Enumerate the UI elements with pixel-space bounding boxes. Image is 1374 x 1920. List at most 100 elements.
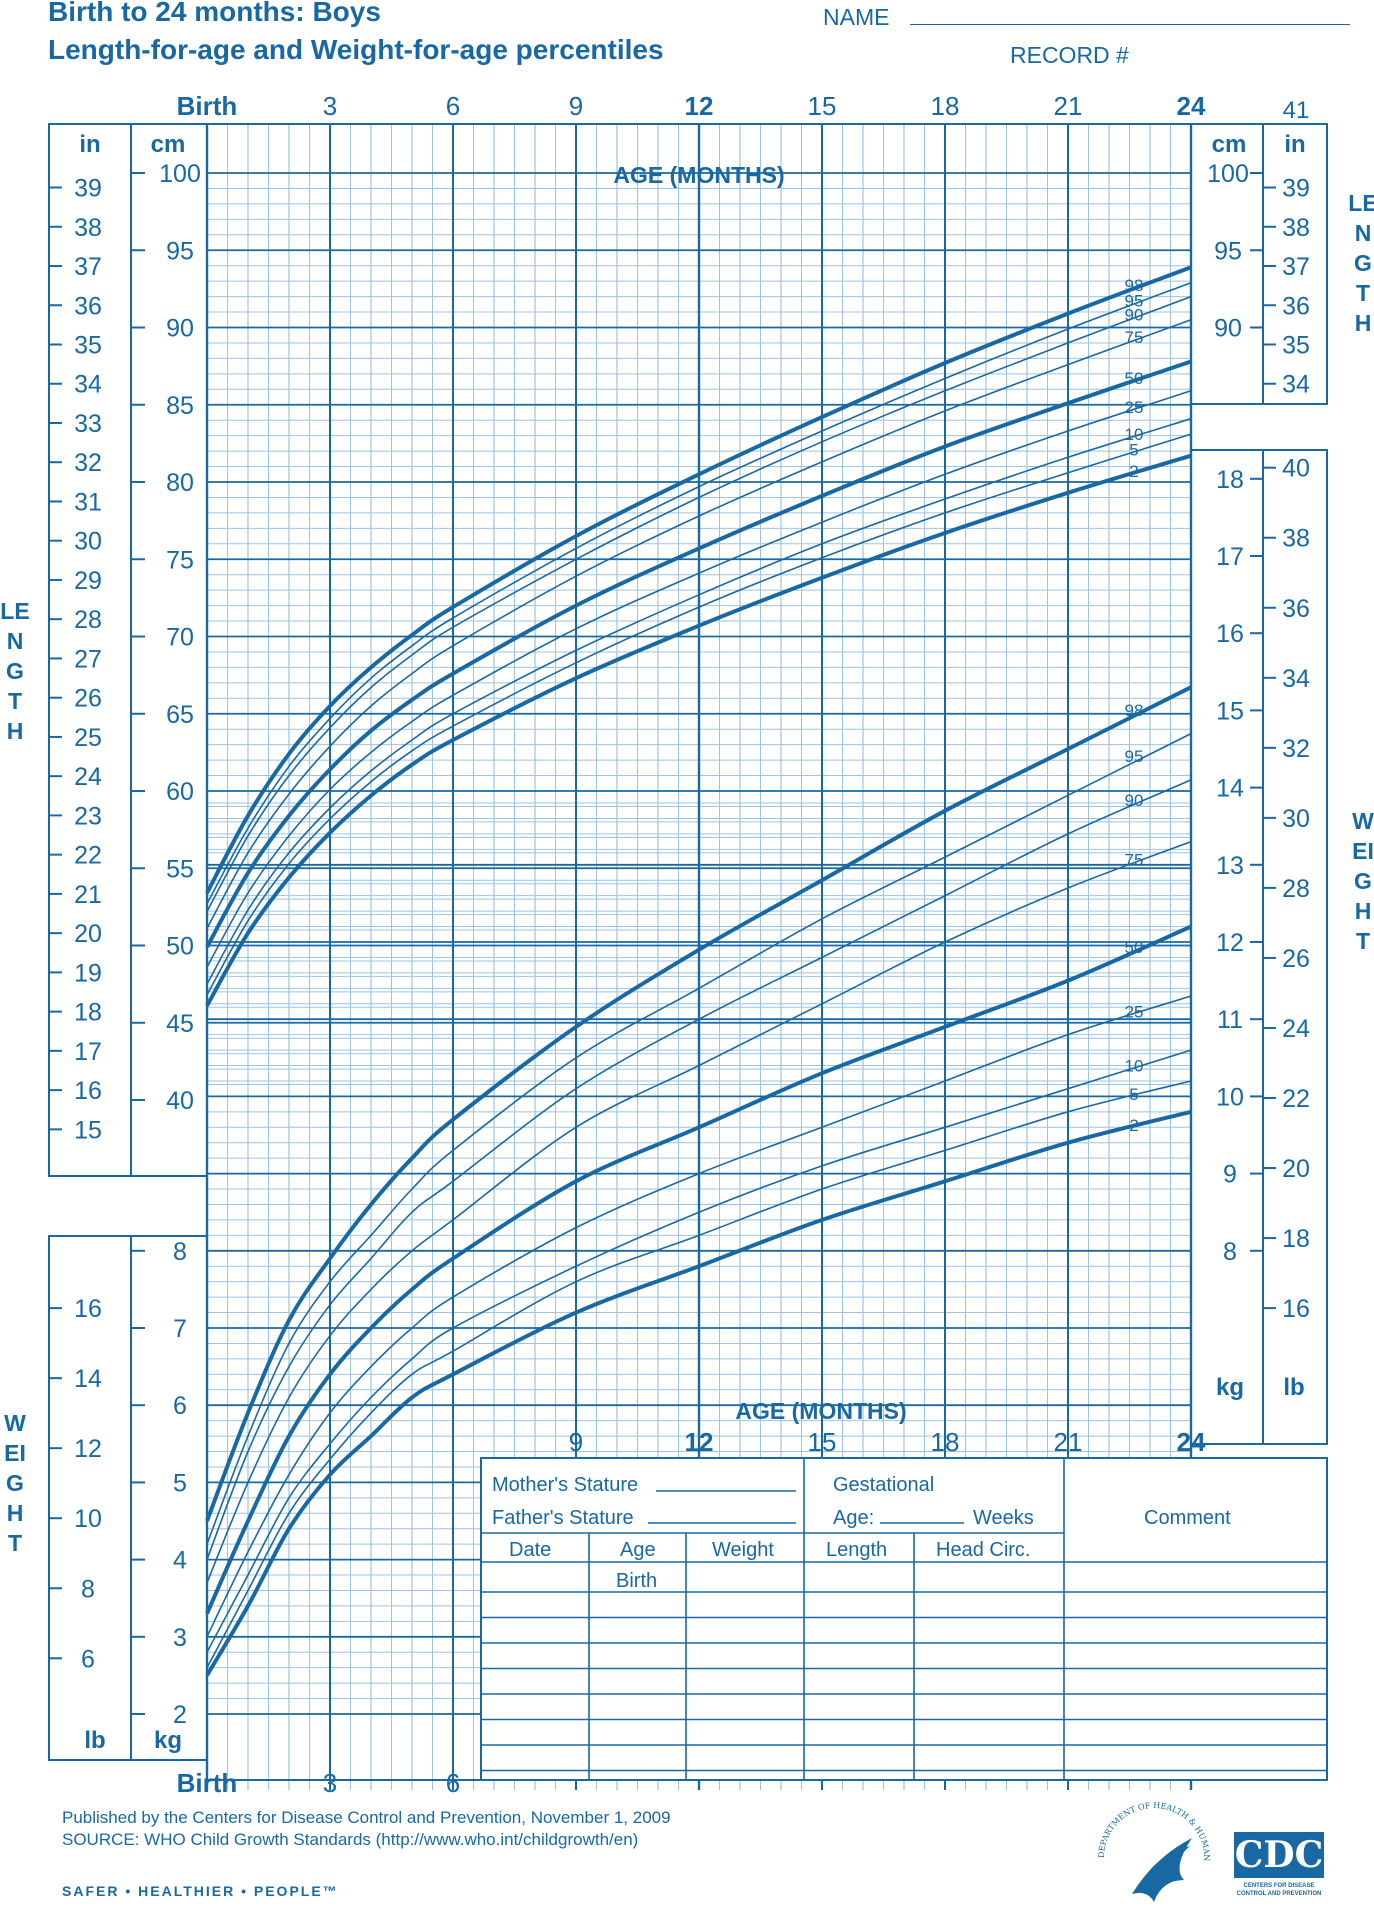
weight-kg-tick-label-right: 12 [1216,929,1244,957]
chart-subtitle: Length-for-age and Weight-for-age percen… [48,34,664,65]
weight-kg-tick-label-left: 2 [173,1701,187,1729]
weight-kg-tick-label-right: 10 [1216,1083,1244,1111]
length-percentile-label-75: 75 [1125,328,1144,347]
weight-percentile-label-90: 90 [1125,791,1144,810]
weight-lb-tick-label-right: 28 [1282,875,1310,903]
length-in-tick-label-right: 38 [1282,214,1310,242]
length-percentile-curve-10 [206,417,1192,985]
top-age-tick-label: 9 [569,91,583,121]
weeks-label: Weeks [973,1507,1034,1529]
hhs-seal-text: DEPARTMENT OF HEALTH & HUMAN SERVICES • … [1092,1798,1211,1861]
length-in-tick-label-left: 27 [74,645,102,673]
length-cm-tick-label-right: 100 [1207,160,1249,188]
length-in-tick-label-left: 29 [74,567,102,595]
mid-age-tick-label: 21 [1054,1427,1083,1457]
weight-percentile-curve-95 [206,732,1192,1545]
length-in-tick-label-left: 35 [74,331,102,359]
column-age: Age [620,1539,656,1561]
length-in-tick-label-left: 37 [74,253,102,281]
weight-lb-tick-label-right: 18 [1282,1225,1310,1253]
mid-age-tick-label: 24 [1177,1427,1206,1457]
length-cm-tick-label-left: 95 [166,237,194,265]
hhs-seal-icon: DEPARTMENT OF HEALTH & HUMAN SERVICES • … [1092,1798,1211,1902]
weight-kg-tick-label-left: 3 [173,1624,187,1652]
length-in-tick-label-right: 39 [1282,175,1310,203]
top-age-tick-label: 21 [1054,91,1083,121]
weight-kg-tick-label-right: 17 [1216,543,1244,571]
weight-lb-tick-label-right: 40 [1282,455,1310,483]
length-cm-tick-label-left: 80 [166,469,194,497]
length-percentile-label-25: 25 [1125,398,1144,417]
length-in-tick-label-right: 37 [1282,253,1310,281]
weight-lb-tick-label-right: 34 [1282,665,1310,693]
unit-kg-label-left: kg [154,1727,182,1754]
length-in-tick-label-right: 34 [1282,371,1310,399]
length-in-tick-label-left: 24 [74,763,102,791]
weight-percentile-label-75: 75 [1125,851,1144,870]
length-cm-tick-label-left: 55 [166,855,194,883]
length-side-label-right: LENGTH [1348,190,1374,336]
length-cm-tick-label-right: 95 [1214,237,1242,265]
weight-percentile-label-98: 98 [1125,701,1144,720]
first-row-age: Birth [616,1570,658,1592]
top-age-tick-label: 24 [1177,91,1206,121]
length-cm-tick-label-right: 90 [1214,315,1242,343]
weight-percentile-curve-90 [206,779,1192,1560]
length-cm-tick-label-left: 50 [166,933,194,961]
weight-lb-tick-label-right: 16 [1282,1295,1310,1323]
length-cm-tick-label-left: 75 [166,546,194,574]
weight-lb-tick-label-left: 8 [81,1575,95,1603]
name-field[interactable] [910,24,1350,25]
weight-kg-tick-label-right: 13 [1216,852,1244,880]
weight-percentile-label-2: 2 [1129,1116,1138,1135]
weight-percentile-curve-2 [205,1109,1192,1677]
length-in-tick-label-left: 30 [74,528,102,556]
length-percentile-curve-50 [205,359,1192,948]
weight-lb-tick-label-right: 20 [1282,1155,1310,1183]
weight-lb-scale-box-right [1262,449,1328,1445]
length-percentile-label-10: 10 [1125,425,1144,444]
unit-cm-label-right: cm [1212,131,1247,158]
length-percentile-curve-95 [206,281,1192,905]
weight-lb-tick-label-right: 30 [1282,805,1310,833]
column-head-circ: Head Circ. [936,1539,1031,1561]
cdc-logo-subtitle: CENTERS FOR DISEASE CONTROL AND PREVENTI… [1236,1883,1322,1897]
length-cm-tick-label-left: 60 [166,778,194,806]
weight-kg-tick-label-left: 4 [173,1547,187,1575]
length-side-label-left: LENGTH [0,598,30,744]
mid-age-tick-label: 18 [931,1427,960,1457]
gestational-age-label: Age: [833,1507,875,1529]
weight-percentile-label-25: 25 [1125,1003,1144,1022]
weight-lb-tick-label-right: 38 [1282,525,1310,553]
top-age-tick-label: 6 [446,91,460,121]
length-in-tick-label-right: 35 [1282,331,1310,359]
mothers-stature-label: Mother's Stature [492,1474,639,1496]
length-percentile-curve-98 [205,265,1192,894]
unit-lb-label-right: lb [1283,1374,1304,1401]
length-in-tick-label-left: 19 [74,959,102,987]
length-percentile-curve-90 [206,295,1192,912]
length-in-tick-label-left: 18 [74,999,102,1027]
weight-kg-tick-label-right: 14 [1216,775,1244,803]
svg-text:DEPARTMENT OF HEALTH & HUMAN S: DEPARTMENT OF HEALTH & HUMAN SERVICES • … [1092,1798,1211,1861]
unit-cm-label-left: cm [151,131,186,158]
column-weight: Weight [712,1539,774,1561]
weight-kg-tick-label-left: 6 [173,1392,187,1420]
bottom-age-tick-label: 6 [446,1768,460,1798]
length-in-tick-label-left: 36 [74,292,102,320]
name-label: NAME [823,4,890,30]
bottom-age-tick-label: Birth [177,1768,238,1798]
mid-age-tick-label: 12 [685,1427,714,1457]
unit-kg-label-right: kg [1216,1374,1244,1401]
weight-percentile-label-10: 10 [1125,1057,1144,1076]
weight-lb-tick-label-left: 6 [81,1645,95,1673]
length-percentile-curve-75 [206,319,1192,929]
length-percentile-curve-5 [206,433,1192,996]
length-percentile-label-2: 2 [1129,462,1138,481]
weight-lb-tick-label-right: 22 [1282,1085,1310,1113]
top-age-tick-label: 15 [808,91,837,121]
length-percentile-label-50: 50 [1125,369,1144,388]
length-cm-tick-label-left: 70 [166,624,194,652]
footer-credits: Published by the Centers for Disease Con… [62,1807,671,1851]
weight-lb-tick-label-right: 32 [1282,735,1310,763]
